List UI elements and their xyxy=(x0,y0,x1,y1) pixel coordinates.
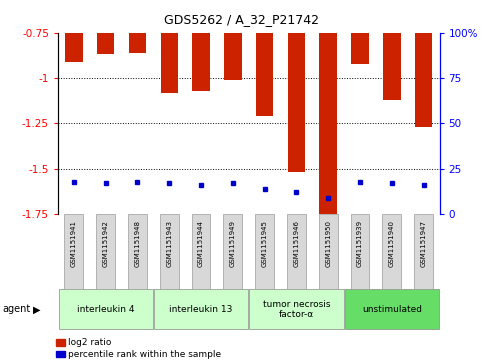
Bar xyxy=(288,33,305,172)
Text: GSM1151940: GSM1151940 xyxy=(389,220,395,267)
FancyBboxPatch shape xyxy=(319,214,338,289)
Bar xyxy=(128,33,146,53)
FancyBboxPatch shape xyxy=(160,214,179,289)
Bar xyxy=(383,33,400,100)
Text: GSM1151950: GSM1151950 xyxy=(325,220,331,267)
Bar xyxy=(319,33,337,221)
Legend: log2 ratio, percentile rank within the sample: log2 ratio, percentile rank within the s… xyxy=(53,335,225,363)
Bar xyxy=(351,33,369,64)
Text: tumor necrosis
factor-α: tumor necrosis factor-α xyxy=(263,300,330,319)
Text: agent: agent xyxy=(2,304,30,314)
FancyBboxPatch shape xyxy=(58,289,153,330)
Text: GSM1151949: GSM1151949 xyxy=(230,220,236,267)
Bar xyxy=(192,33,210,91)
Text: GSM1151944: GSM1151944 xyxy=(198,220,204,267)
Text: GSM1151946: GSM1151946 xyxy=(294,220,299,267)
FancyBboxPatch shape xyxy=(249,289,343,330)
FancyBboxPatch shape xyxy=(154,289,248,330)
Bar xyxy=(224,33,242,80)
FancyBboxPatch shape xyxy=(255,214,274,289)
Text: GSM1151945: GSM1151945 xyxy=(262,220,268,267)
FancyBboxPatch shape xyxy=(351,214,369,289)
FancyBboxPatch shape xyxy=(287,214,306,289)
Text: GDS5262 / A_32_P21742: GDS5262 / A_32_P21742 xyxy=(164,13,319,26)
Text: GSM1151942: GSM1151942 xyxy=(103,220,109,267)
Bar xyxy=(415,33,432,127)
FancyBboxPatch shape xyxy=(192,214,211,289)
Bar xyxy=(65,33,83,62)
FancyBboxPatch shape xyxy=(128,214,147,289)
Text: ▶: ▶ xyxy=(33,304,41,314)
Text: GSM1151948: GSM1151948 xyxy=(134,220,141,267)
Text: unstimulated: unstimulated xyxy=(362,305,422,314)
Text: interleukin 4: interleukin 4 xyxy=(77,305,134,314)
FancyBboxPatch shape xyxy=(96,214,115,289)
FancyBboxPatch shape xyxy=(414,214,433,289)
FancyBboxPatch shape xyxy=(64,214,83,289)
Bar xyxy=(160,33,178,93)
Text: GSM1151943: GSM1151943 xyxy=(166,220,172,267)
FancyBboxPatch shape xyxy=(345,289,439,330)
Bar xyxy=(97,33,114,54)
FancyBboxPatch shape xyxy=(224,214,242,289)
Text: interleukin 13: interleukin 13 xyxy=(170,305,233,314)
Text: GSM1151939: GSM1151939 xyxy=(357,220,363,267)
Text: GSM1151947: GSM1151947 xyxy=(421,220,426,267)
Text: GSM1151941: GSM1151941 xyxy=(71,220,77,267)
FancyBboxPatch shape xyxy=(383,214,401,289)
Bar xyxy=(256,33,273,116)
